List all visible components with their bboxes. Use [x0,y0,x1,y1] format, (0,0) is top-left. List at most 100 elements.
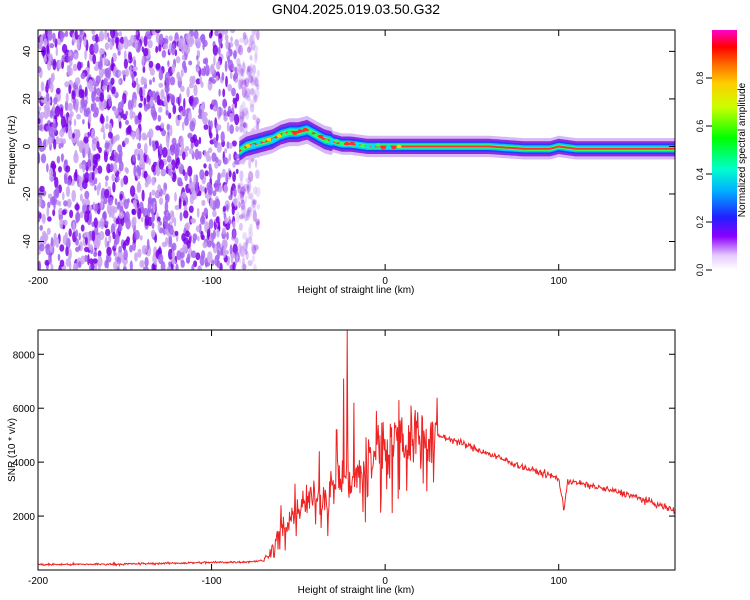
spectrogram-noise-cell [152,76,155,83]
colorbar-gradient [712,30,737,270]
spectrogram-noise-cell [239,37,245,44]
spectrogram-noise-cell [240,204,246,217]
spectrogram-noise-cell [38,106,42,112]
snr-y-axis-label: SNR (10 * v/v) [7,418,18,482]
spectrogram-noise-cell [154,93,158,103]
spectrogram-noise-cell [109,41,113,50]
spectrogram-noise-cell [188,148,194,155]
spectrogram-noise-cell [230,30,236,34]
spectrogram-noise-cell [183,98,186,110]
spectrogram-noise-cell [216,132,219,142]
spectrogram-noise-cell [104,30,108,40]
spectrogram-noise-cell [84,210,90,223]
spectrogram-noise-cell [255,116,259,127]
spectrogram-noise-cell [54,176,59,189]
spectrogram-noise-cell [96,87,101,97]
spectrogram-ridge-blob [386,145,392,149]
spectrogram-noise-cell [64,232,69,241]
spectrogram-ridge-blob [250,144,256,148]
spectrogram-noise-cell [123,212,127,221]
spectrogram-frame [37,29,676,271]
spectrogram-noise-cell [100,197,104,210]
spectrogram-noise-cell [59,137,64,144]
spectrogram-ridge-blob [261,138,267,143]
spectrogram-noise-cell [123,249,128,261]
spectrogram-noise-cell [46,43,49,55]
spectrogram-noise-cell [132,154,136,163]
spectrogram-noise-cell [50,109,53,118]
spectrogram-noise-cell [239,191,245,199]
spectrogram-noise-cell [176,157,180,166]
spectrogram-noise-cell [188,182,193,189]
spectrogram-noise-cell [116,255,122,265]
spectrogram-noise-cell [65,237,71,250]
spectrogram-noise-cell [229,71,233,80]
spectrogram-noise-cell [232,229,236,239]
spectrogram-noise-cell [154,190,160,199]
spectrogram-y-ticks: -40 -20 0 20 40 [22,45,675,249]
spectrogram-noise-cell [132,199,137,208]
spectrogram-noise-cell [57,253,61,262]
spectrogram-noise-cell [77,61,82,71]
spectrogram-noise-cell [225,75,228,88]
spectrogram-noise-cell [117,101,123,113]
spectrogram-noise-cell [38,66,42,73]
spectrogram-noise-cell [231,206,235,216]
spectrogram-noise-cell [84,49,87,61]
spectrogram-noise-cell [111,173,115,182]
spectrogram-noise-cell [112,135,117,143]
x-tick-label: 0 [382,576,388,587]
spectrogram-noise-cell [199,255,205,267]
spectrogram-noise-cell [252,64,257,75]
spectrogram-noise-cell [248,206,252,214]
spectrogram-noise-cell [108,144,113,153]
spectrogram-noise-cell [219,185,223,193]
spectrogram-noise-cell [252,94,257,101]
spectrogram-noise-cell [239,245,245,257]
spectrogram-noise-cell [149,135,152,147]
spectrogram-noise-cell [158,159,165,170]
spectrogram-noise-cell [203,163,207,169]
spectrogram-noise-cell [64,81,70,88]
spectrogram-noise-cell [234,113,240,126]
spectrogram-noise-cell [92,154,98,166]
spectrogram-noise-cell [192,238,196,244]
spectrogram-noise-cell [256,121,260,131]
spectrogram-noise-cell [173,217,177,227]
spectrogram-noise-cell [242,123,248,134]
spectrogram-noise-cell [109,155,114,161]
spectrogram-noise-cell [123,50,127,61]
spectrogram-noise-cell [83,136,89,144]
spectrogram-ridge-blob [308,129,313,134]
spectrogram-noise-cell [222,246,227,259]
spectrogram-noise-cell [239,196,244,202]
spectrogram-noise-cell [92,112,98,118]
spectrogram-noise-cell [248,171,254,183]
spectrogram-noise-cell [59,129,65,138]
spectrogram-noise-cell [137,248,142,258]
spectrogram-noise-cell [252,247,257,255]
spectrogram-noise-cell [151,222,155,229]
spectrogram-noise-cell [223,184,229,194]
spectrogram-noise-cell [226,204,229,211]
spectrogram-noise-cell [249,55,253,61]
spectrogram-noise-cell [39,212,42,219]
spectrogram-noise-cell [118,31,123,37]
spectrogram-noise-cell [91,91,96,103]
spectrogram-y-axis-label: Frequency (Hz) [7,116,18,185]
spectrogram-noise-cell [135,128,140,140]
spectrogram-noise-cell [204,187,207,194]
spectrogram-noise-cell [250,75,254,83]
snr-panel: -200 -100 0 100 2000 4000 6000 8000 Height of … [7,329,676,596]
spectrogram-noise-cell [249,63,255,71]
spectrogram-noise-cell [105,180,108,187]
spectrogram-noise-cell [227,83,232,92]
spectrogram-noise-cell [79,175,82,188]
snr-plot-area [38,330,675,567]
spectrogram-noise-cell [221,108,224,116]
spectrogram-noise-cell [178,115,182,121]
spectrogram-noise-cell [188,205,194,213]
spectrogram-noise-cell [47,60,52,66]
spectrogram-noise-cell [61,209,67,216]
